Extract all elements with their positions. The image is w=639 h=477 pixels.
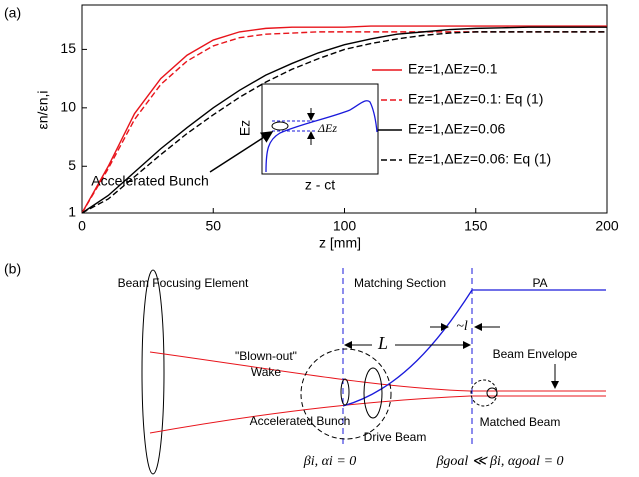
inset-delta: ΔEz xyxy=(317,121,337,135)
label: Wake xyxy=(251,365,282,379)
envelope-upper xyxy=(149,351,606,392)
wake xyxy=(470,379,498,407)
inset-frame xyxy=(261,83,379,175)
diagram: (b) Beam Focusing Element "Blown-out" Wa… xyxy=(4,261,606,475)
line xyxy=(81,25,607,214)
label: Matching Section xyxy=(354,276,446,290)
annotation: Accelerated Bunch xyxy=(91,173,209,189)
inset: ΔEz Ez z - ct Accelerated Bunch xyxy=(91,83,379,193)
bunch xyxy=(340,378,350,406)
panel-label: (b) xyxy=(4,261,21,277)
legend-label: Ez=1,ΔEz=0.1 xyxy=(408,61,498,77)
label: PA xyxy=(532,276,547,290)
label: ~l xyxy=(456,319,468,334)
y-tick-label: 1 xyxy=(68,204,76,220)
annotation-arrow xyxy=(209,131,274,173)
x-tick-label: 50 xyxy=(205,218,221,234)
y-axis-label: εn/εn,i xyxy=(35,91,51,130)
line xyxy=(81,26,607,214)
legend-label: Ez=1,ΔEz=0.06 xyxy=(408,121,506,137)
x-tick-label: 0 xyxy=(78,218,86,234)
line xyxy=(81,31,607,214)
label: Drive Beam xyxy=(364,430,427,444)
plot-area: 0 50 100 150 200151015Ez=1,ΔEz=0.1Ez=1,ΔEz=0… xyxy=(60,4,619,234)
legend-label: Ez=1,ΔEz=0.1: Eq (1) xyxy=(408,91,543,107)
label: L xyxy=(377,333,388,353)
x-tick-label: 100 xyxy=(333,218,357,234)
y-tick-label: 15 xyxy=(60,40,76,56)
x-axis-label: z [mm] xyxy=(319,235,361,251)
panel-label: (a) xyxy=(4,5,21,21)
label: Beam Focusing Element xyxy=(118,276,249,290)
label: βi, αi = 0 xyxy=(303,454,357,469)
y-tick-label: 10 xyxy=(60,99,76,115)
envelope-lower xyxy=(149,395,606,434)
drive-beam xyxy=(363,367,383,419)
inset-x-label: z - ct xyxy=(305,177,335,193)
label: "Blown-out" xyxy=(235,349,297,363)
inset-y-label: Ez xyxy=(237,120,253,136)
label: Accelerated Bunch xyxy=(250,414,351,428)
wake xyxy=(300,348,392,440)
inset-bunch xyxy=(271,121,289,131)
x-tick-label: 200 xyxy=(595,218,619,234)
legend-label: Ez=1,ΔEz=0.06: Eq (1) xyxy=(408,151,551,167)
matched-beam xyxy=(486,387,498,399)
lens xyxy=(141,269,165,475)
x-tick-label: 150 xyxy=(464,218,488,234)
label: βgoal ≪ βi, αgoal = 0 xyxy=(435,454,563,469)
y-tick-label: 5 xyxy=(68,157,76,173)
label: Matched Beam xyxy=(480,415,561,429)
label: Beam Envelope xyxy=(493,347,578,361)
